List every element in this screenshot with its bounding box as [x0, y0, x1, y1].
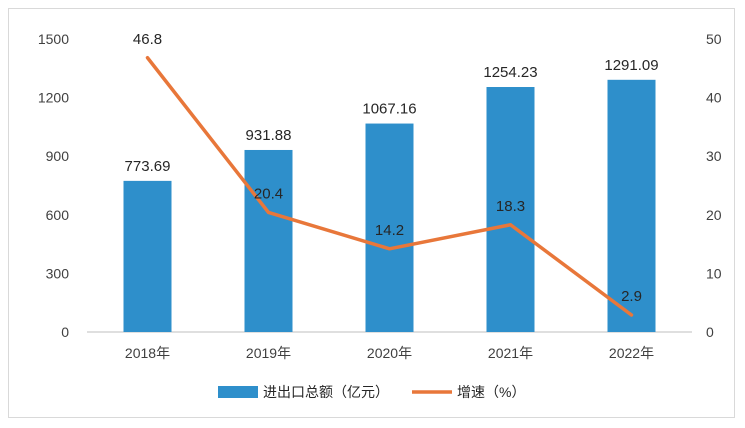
y-right-tick-label: 10	[706, 265, 722, 281]
y-right-tick-label: 30	[706, 148, 722, 164]
bar-series	[123, 79, 656, 332]
bar	[607, 79, 656, 332]
y-left-tick-label: 600	[46, 207, 70, 223]
legend-bar-swatch	[218, 386, 258, 398]
bar	[486, 87, 535, 332]
bar-value-label: 1291.09	[604, 57, 658, 74]
legend-bar-label: 进出口总额（亿元）	[263, 384, 389, 400]
y-right-tick-label: 50	[706, 31, 722, 47]
bar-value-label: 1254.23	[483, 64, 537, 81]
x-tick-label: 2021年	[488, 345, 533, 361]
bar-value-label: 773.69	[125, 158, 171, 175]
axes: 0 300 600 900 1200 1500 0 10 20 30 40 50 2018年 2019年 2…	[38, 31, 722, 361]
x-tick-label: 2020年	[367, 345, 412, 361]
line-point	[388, 247, 391, 251]
line-point	[146, 56, 149, 60]
data-labels: 773.69 931.88 1067.16 1254.23 1291.09 46.8 20.…	[125, 31, 659, 305]
y-left-tick-label: 1500	[38, 31, 69, 47]
line-point	[267, 210, 270, 214]
y-right-tick-label: 0	[706, 324, 714, 340]
x-tick-label: 2018年	[125, 345, 170, 361]
bar	[123, 180, 172, 332]
line-value-label: 2.9	[621, 288, 642, 305]
line-point	[509, 223, 512, 227]
y-right-tick-label: 40	[706, 90, 722, 106]
y-left-tick-label: 1200	[38, 90, 69, 106]
line-series	[145, 56, 634, 317]
line-point	[630, 313, 633, 317]
y-left-tick-label: 0	[61, 324, 69, 340]
y-left-tick-label: 900	[46, 148, 70, 164]
x-tick-label: 2022年	[609, 345, 654, 361]
bar-value-label: 1067.16	[362, 101, 416, 118]
combo-chart: 0 300 600 900 1200 1500 0 10 20 30 40 50 2018年 2019年 2…	[38, 31, 722, 400]
bar-value-label: 931.88	[246, 127, 292, 144]
bar	[365, 123, 414, 332]
line-value-label: 18.3	[496, 198, 525, 215]
chart-frame: 0 300 600 900 1200 1500 0 10 20 30 40 50 2018年 2019年 2…	[8, 8, 735, 418]
y-left-tick-label: 300	[46, 265, 70, 281]
legend-line-label: 增速（%）	[457, 384, 525, 400]
bar	[244, 149, 293, 332]
line-value-label: 46.8	[133, 31, 162, 48]
x-tick-label: 2019年	[246, 345, 291, 361]
y-right-tick-label: 20	[706, 207, 722, 223]
line-value-label: 14.2	[375, 222, 404, 239]
line-value-label: 20.4	[254, 185, 283, 202]
legend: 进出口总额（亿元） 增速（%）	[218, 384, 525, 400]
